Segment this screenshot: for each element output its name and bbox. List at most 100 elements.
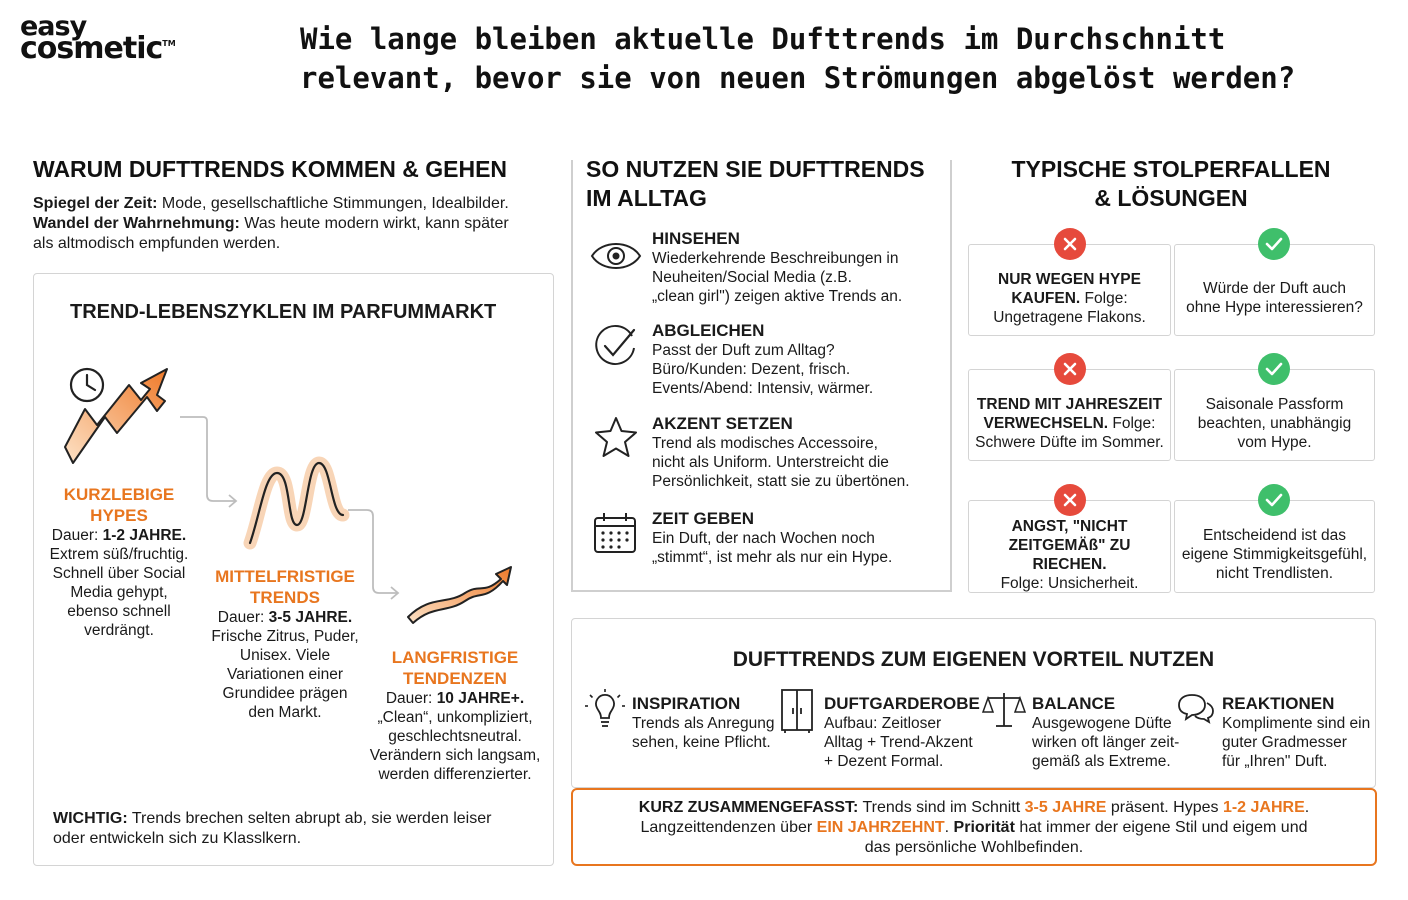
logo-tm: TM: [162, 39, 176, 48]
divider-left: [571, 160, 573, 592]
step-line: „stimmt“, ist mehr als nur ein Hype.: [652, 549, 893, 566]
summary-bold: Priorität: [953, 819, 1015, 836]
advantage-title: DUFTGARDEROBE: [824, 694, 980, 713]
scales-icon: [981, 693, 1027, 727]
advantage-line: guter Gradmesser: [1222, 734, 1347, 751]
why-p2-text: Was heute modern wirkt, kann später: [239, 215, 509, 232]
lifecycle-heading: TREND-LEBENSZYKLEN IM PARFUMMARKT: [70, 301, 497, 323]
problem-rest: Folge:: [1108, 414, 1156, 432]
stage-line: verdrängt.: [84, 622, 154, 639]
problem-line: Ungetragene Flakons.: [993, 308, 1146, 326]
stage-duration-value: 3-5 JAHRE.: [268, 609, 353, 626]
success-check-icon: [1258, 353, 1290, 385]
summary-box: KURZ ZUSAMMENGEFASST: Trends sind im Sch…: [571, 788, 1377, 866]
problem-line: ANGST, "NICHT: [1011, 517, 1128, 535]
advantage-line: Trends als Anregung: [632, 715, 775, 732]
step-title: ABGLEICHEN: [652, 321, 765, 340]
why-text: Spiegel der Zeit: Mode, gesellschaftlich…: [33, 194, 553, 254]
advantage-title: INSPIRATION: [632, 694, 741, 713]
problem-line: Schwere Düfte im Sommer.: [975, 433, 1164, 451]
summary-text: hat immer der eigene Stil und eigem und: [1014, 819, 1308, 836]
main-title: Wie lange bleiben aktuelle Dufttrends im…: [300, 20, 1300, 98]
summary-text: präsent. Hypes: [1106, 799, 1223, 816]
why-p2-text2: als altmodisch empfunden werden.: [33, 235, 281, 252]
divider-right: [950, 160, 952, 592]
advantage-inspiration: INSPIRATION Trends als Anregung sehen, k…: [632, 694, 777, 752]
advantage-line: sehen, keine Pflicht.: [632, 734, 771, 751]
stage-duration-value: 1-2 JAHRE.: [102, 527, 187, 544]
step-line: Passt der Duft zum Alltag?: [652, 342, 835, 359]
stage-line: ebenso schnell: [67, 603, 171, 620]
usage-icons: [590, 243, 642, 553]
stage-title1: LANGFRISTIGE: [391, 648, 519, 667]
usage-heading: SO NUTZEN SIE DUFTTRENDS IM ALLTAG: [586, 155, 925, 213]
usage-heading-line1: SO NUTZEN SIE DUFTTRENDS: [586, 156, 925, 182]
stage-line: Frische Zitrus, Puder,: [211, 628, 359, 645]
summary-label: KURZ ZUSAMMENGEFASST:: [638, 799, 859, 816]
step-title: HINSEHEN: [652, 229, 740, 248]
stage-line: Extrem süß/fruchtig.: [49, 546, 189, 563]
advantage-line: Aufbau: Zeitloser: [824, 715, 942, 732]
step-line: Persönlichkeit, statt sie zu übertönen.: [652, 473, 910, 490]
problem-line: KAUFEN.: [1011, 289, 1081, 307]
advantage-title: REAKTIONEN: [1222, 694, 1335, 713]
problem-line: VERWECHSELN.: [983, 414, 1109, 432]
usage-heading-line2: IM ALLTAG: [586, 185, 707, 211]
stage-line: Media gehypt,: [70, 584, 168, 601]
stage-line: geschlechtsneutral.: [388, 728, 522, 745]
step-line: nicht als Uniform. Unterstreicht die: [652, 454, 889, 471]
stage-title2: TRENDS: [250, 588, 320, 607]
step-line: Büro/Kunden: Dezent, frisch.: [652, 361, 851, 378]
stage-title2: HYPES: [90, 506, 148, 525]
usage-step-look: HINSEHEN Wiederkehrende Beschreibungen i…: [652, 229, 947, 306]
stage-line: Grundidee prägen: [222, 685, 348, 702]
stage-line: Unisex. Viele: [239, 647, 331, 664]
error-x-icon: [1054, 228, 1086, 260]
usage-step-compare: ABGLEICHEN Passt der Duft zum Alltag? Bü…: [652, 321, 947, 398]
solution-line: Würde der Duft auch: [1202, 280, 1346, 297]
advantage-line: Alltag + Trend-Akzent: [824, 734, 973, 751]
pitfalls-heading: TYPISCHE STOLPERFALLEN & LÖSUNGEN: [966, 155, 1376, 213]
advantage-balance: BALANCE Ausgewogene Düfte wirken oft län…: [1032, 694, 1182, 771]
advantage-line: gemäß als Extreme.: [1032, 753, 1171, 770]
main-title-line1: Wie lange bleiben aktuelle Dufttrends im…: [300, 22, 1226, 56]
eye-icon: [590, 243, 642, 269]
advantage-reactions: REAKTIONEN Komplimente sind ein guter Gr…: [1222, 694, 1374, 771]
error-x-icon: [1054, 353, 1086, 385]
stage-line: Schnell über Social: [52, 565, 186, 582]
step-line: Ein Duft, der nach Wochen noch: [652, 530, 875, 547]
usage-bottom-line: [571, 590, 951, 592]
advantage-panel: [571, 618, 1376, 788]
summary-text: das persönliche Wohlbefinden.: [864, 839, 1084, 856]
step-title: ZEIT GEBEN: [652, 509, 755, 528]
step-line: Trend als modisches Accessoire,: [652, 435, 878, 452]
solution-line: Entscheidend ist das: [1202, 527, 1347, 544]
stage-long-tendencies: LANGFRISTIGE TENDENZEN Dauer: 10 JAHRE+.…: [362, 647, 548, 784]
stage-short-hypes: KURZLEBIGE HYPES Dauer: 1-2 JAHRE. Extre…: [38, 484, 200, 640]
solution-line: vom Hype.: [1237, 433, 1312, 451]
why-p2-label: Wandel der Wahrnehmung:: [33, 215, 240, 232]
pitfalls-heading-line2: & LÖSUNGEN: [1094, 185, 1248, 211]
pitfall-problem-card: NUR WEGEN HYPE KAUFEN. Folge: Ungetragen…: [968, 244, 1171, 336]
note-label: WICHTIG:: [53, 810, 128, 827]
speech-bubbles-icon: [1178, 694, 1214, 724]
error-x-icon: [1054, 484, 1086, 516]
why-p1-text: Mode, gesellschaftliche Stimmungen, Idea…: [157, 195, 509, 212]
advantage-line: + Dezent Formal.: [824, 753, 944, 770]
note-text: Trends brechen selten abrupt ab, sie wer…: [127, 810, 492, 827]
summary-text: Trends sind im Schnitt: [858, 799, 1025, 816]
flowing-arrow-icon: [407, 566, 512, 624]
summary-text: .: [1304, 799, 1310, 816]
stage-line: Variationen einer: [226, 666, 344, 683]
advantage-wardrobe: DUFTGARDEROBE Aufbau: Zeitloser Alltag +…: [824, 694, 984, 771]
step-line: Events/Abend: Intensiv, wärmer.: [652, 380, 874, 397]
lightbulb-icon: [585, 689, 625, 727]
success-check-icon: [1258, 228, 1290, 260]
main-title-line2: relevant, bevor sie von neuen Strömungen…: [300, 61, 1296, 95]
why-p1-label: Spiegel der Zeit:: [33, 195, 158, 212]
usage-step-accent: AKZENT SETZEN Trend als modisches Access…: [652, 414, 947, 491]
problem-line: TREND MIT JAHRESZEIT: [976, 395, 1163, 413]
problem-line: ZEITGEMÄß" ZU RIECHEN.: [1008, 536, 1131, 573]
logo: easy cosmeticTM: [20, 13, 176, 67]
advantage-line: Komplimente sind ein: [1222, 715, 1371, 732]
